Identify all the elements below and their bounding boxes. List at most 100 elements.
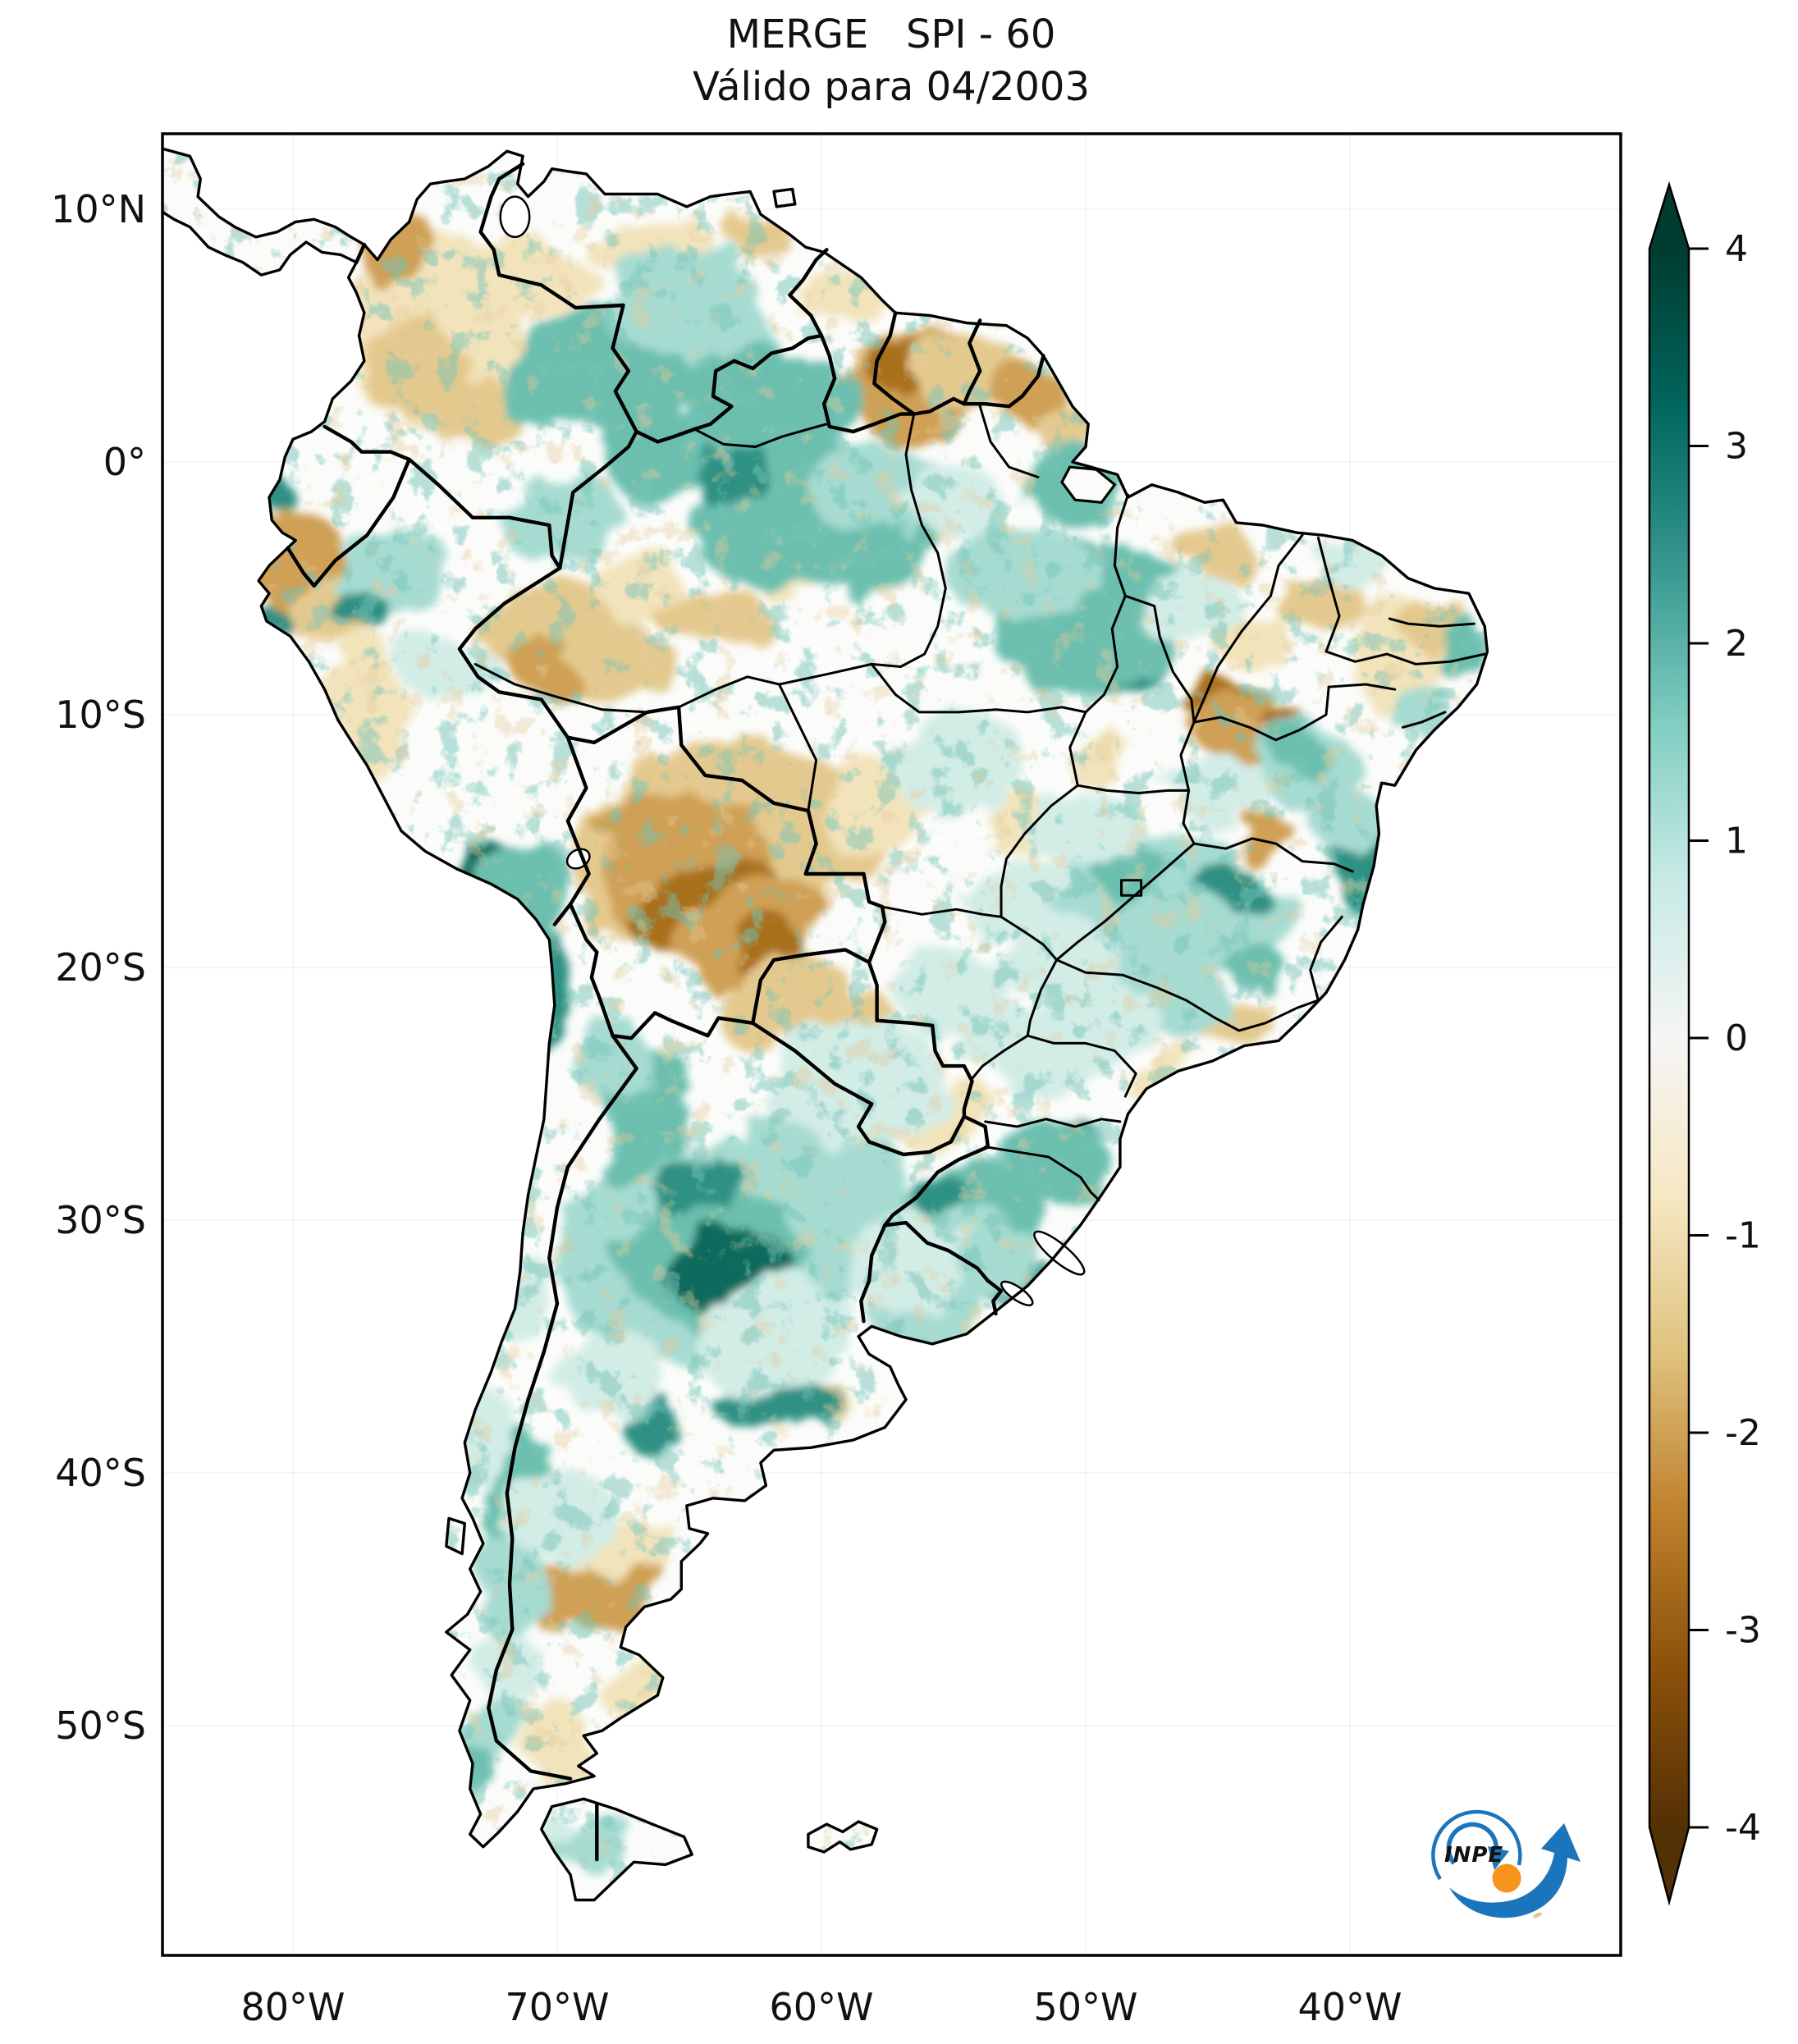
colorbar-tick-label: -4 xyxy=(1725,1807,1761,1849)
country-border xyxy=(634,333,824,444)
country-border xyxy=(457,566,570,739)
country-border xyxy=(912,396,967,416)
state-border xyxy=(1026,1034,1137,1098)
state-border xyxy=(1026,958,1059,1037)
lat-tick-label: 30°S xyxy=(55,1198,146,1242)
state-border xyxy=(1401,711,1447,729)
state-border xyxy=(1000,784,1079,918)
state-border xyxy=(1238,999,1320,1032)
state-border xyxy=(1316,536,1341,653)
lat-tick-label: 50°S xyxy=(55,1703,146,1748)
country-border xyxy=(819,333,916,434)
state-border xyxy=(1327,683,1397,691)
state-border xyxy=(693,423,828,448)
country-border xyxy=(883,1114,991,1228)
colorbar-tick-label: 4 xyxy=(1725,228,1748,270)
colorbar-tick-label: -2 xyxy=(1725,1412,1761,1454)
country-border xyxy=(565,735,591,907)
axis-tick-labels: 10°N 0° 10°S 20°S 30°S 40°S 50°S 80°W 70°W 60°W 50… xyxy=(51,187,1402,2029)
state-border xyxy=(1309,915,1343,1002)
state-border xyxy=(1123,594,1196,724)
colorbar-gradient xyxy=(1649,249,1689,1827)
state-border xyxy=(1055,958,1241,1032)
lat-tick-label: 20°S xyxy=(55,945,146,990)
country-border xyxy=(872,311,916,416)
lat-tick-label: 10°S xyxy=(55,693,146,737)
lon-tick-label: 70°W xyxy=(505,1985,609,2029)
state-border xyxy=(778,662,873,686)
lat-tick-label: 0° xyxy=(103,440,146,484)
state-border xyxy=(881,905,1003,918)
logo-orange-sphere-icon xyxy=(1492,1863,1521,1893)
state-border xyxy=(1068,594,1127,787)
inpe-logo: INPE xyxy=(1431,1809,1581,1918)
colorbar-tick-label: 1 xyxy=(1725,821,1748,862)
state-border xyxy=(778,683,818,812)
map-title-line1: MERGE SPI - 60 xyxy=(727,11,1056,57)
colorbar-tick-label: 3 xyxy=(1725,426,1748,468)
country-border xyxy=(788,248,829,338)
logo-outer-swirl-icon xyxy=(1431,1809,1522,1881)
country-border xyxy=(883,1220,1004,1316)
country-border xyxy=(568,902,615,1038)
country-border xyxy=(751,948,872,1025)
country-border xyxy=(611,1011,755,1040)
colorbar-tick-label: 2 xyxy=(1725,623,1748,665)
lon-tick-label: 40°W xyxy=(1297,1985,1402,2029)
state-border xyxy=(1120,879,1143,897)
state-border xyxy=(1388,617,1475,628)
state-border xyxy=(1192,685,1330,742)
state-border xyxy=(1192,533,1304,724)
country-border xyxy=(751,1021,967,1157)
state-border xyxy=(1000,915,1059,962)
state-border xyxy=(1113,493,1129,597)
small-island-speck xyxy=(1533,1912,1543,1918)
country-border xyxy=(859,1223,887,1324)
country-border xyxy=(867,960,974,1118)
colorbar-tick-label: -3 xyxy=(1725,1610,1761,1652)
spi-raster-field xyxy=(162,149,1543,1918)
tan-speckle-texture xyxy=(162,149,1488,1900)
coastline xyxy=(540,1797,693,1902)
state-border xyxy=(677,675,780,709)
state-border xyxy=(984,1118,1122,1128)
colorbar-tick-label: -1 xyxy=(1725,1215,1761,1257)
colorbar: 4 3 2 1 0 -1 -2 -3 -4 xyxy=(1648,181,1761,1906)
coastline xyxy=(807,1820,879,1854)
country-border xyxy=(552,902,573,926)
country-border xyxy=(558,429,638,570)
state-border xyxy=(870,662,1087,714)
colorbar-tick-label: 0 xyxy=(1725,1017,1748,1059)
country-border xyxy=(478,162,638,434)
lon-tick-label: 60°W xyxy=(769,1985,873,2029)
map-title-line2: Válido para 04/2003 xyxy=(693,64,1090,110)
lat-tick-label: 40°S xyxy=(55,1451,146,1495)
country-border xyxy=(323,424,411,462)
lon-tick-label: 50°W xyxy=(1033,1985,1137,2029)
country-border xyxy=(962,318,982,406)
coastline xyxy=(257,149,1489,1849)
country-border xyxy=(355,242,367,264)
state-border xyxy=(978,405,1040,478)
state-border xyxy=(1076,784,1191,794)
lat-tick-label: 10°N xyxy=(51,187,146,231)
state-border xyxy=(474,662,648,714)
state-border xyxy=(1192,837,1354,873)
state-border xyxy=(1324,650,1486,665)
marajo-island xyxy=(1060,465,1117,504)
lake-maracaibo xyxy=(499,195,531,239)
map-frame xyxy=(161,132,1622,1957)
state-border xyxy=(1055,842,1196,962)
colorbar-extend-max xyxy=(1649,185,1689,249)
colorbar-extend-min xyxy=(1649,1827,1689,1902)
logo-inner-swirl-icon xyxy=(1446,1822,1499,1865)
country-border xyxy=(487,1034,638,1781)
country-border xyxy=(407,457,562,570)
logo-down-arrowhead-icon xyxy=(1488,1846,1509,1870)
logo-big-arrow-icon xyxy=(1449,1823,1581,1918)
state-border xyxy=(984,1145,1100,1201)
lon-tick-label: 80°W xyxy=(240,1985,345,2029)
country-border xyxy=(286,457,411,588)
